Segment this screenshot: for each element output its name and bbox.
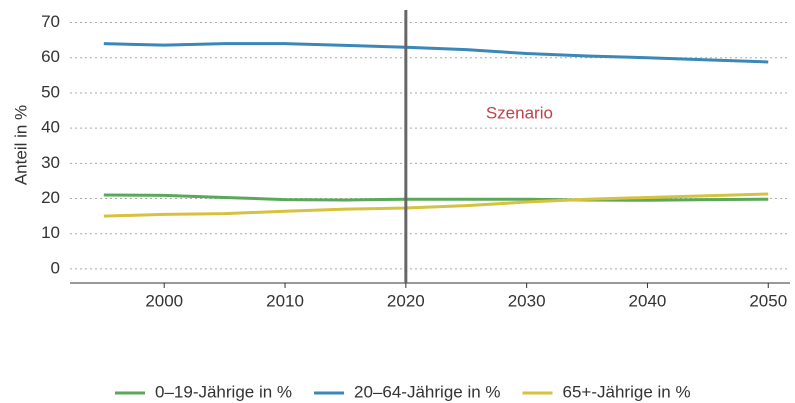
y-tick-label: 0 — [51, 258, 60, 277]
y-tick-label: 40 — [41, 118, 60, 137]
legend-label: 65+-Jährige in % — [563, 382, 691, 401]
x-tick-label: 2020 — [387, 291, 425, 310]
y-tick-label: 60 — [41, 47, 60, 66]
x-tick-label: 2030 — [508, 291, 546, 310]
y-tick-label: 20 — [41, 188, 60, 207]
y-tick-label: 10 — [41, 223, 60, 242]
line — [103, 42, 769, 64]
line — [103, 193, 769, 202]
legend-label: 20–64-Jährige in % — [354, 382, 500, 401]
x-tick-label: 2040 — [629, 291, 667, 310]
line — [103, 192, 769, 218]
y-tick-label: 50 — [41, 82, 60, 101]
legend-label: 0–19-Jährige in % — [155, 382, 292, 401]
x-tick-label: 2050 — [749, 291, 787, 310]
y-tick-label: 30 — [41, 153, 60, 172]
annotation: Szenario — [486, 104, 553, 123]
x-tick-label: 2000 — [145, 291, 183, 310]
y-axis-label: Anteil in % — [11, 105, 30, 185]
y-tick-label: 70 — [41, 12, 60, 31]
x-tick-label: 2010 — [266, 291, 304, 310]
